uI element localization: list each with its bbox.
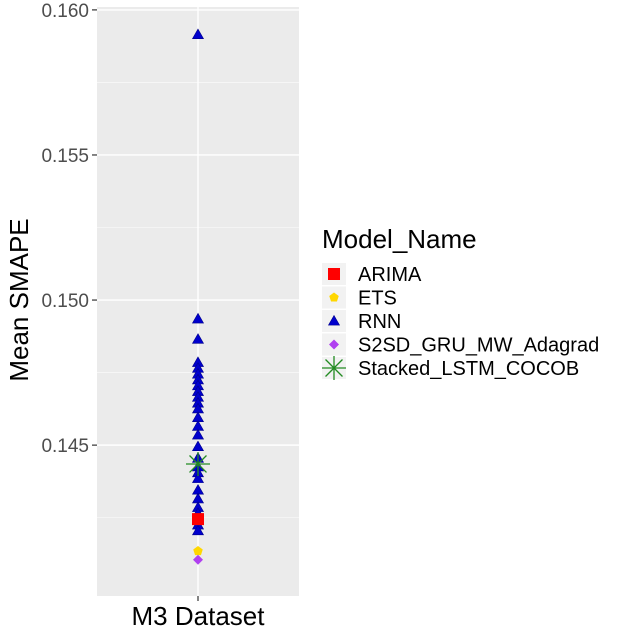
legend-label: ETS (358, 288, 397, 310)
legend-label: ARIMA (358, 264, 422, 286)
legend-label: RNN (358, 311, 401, 333)
legend-symbol-stacked-lstm-cocob (322, 356, 346, 380)
y-axis-title: Mean SMAPE (4, 218, 34, 381)
point-rnn (191, 428, 205, 440)
point-rnn (191, 333, 205, 344)
y-tick-label: 0.150 (41, 291, 89, 312)
point-rnn (191, 440, 205, 451)
y-tick-label: 0.155 (41, 146, 89, 167)
legend-label: Stacked_LSTM_COCOB (358, 358, 579, 380)
y-tick-label: 0.160 (41, 1, 89, 22)
legend: Model_Name ARIMAETSRNNS2SD_GRU_MW_Adagra… (322, 224, 599, 380)
point-rnn (191, 472, 205, 483)
point-ets (193, 546, 203, 556)
y-tick-label: 0.145 (41, 436, 89, 457)
legend-symbol-rnn (327, 314, 341, 326)
point-rnn (191, 28, 205, 39)
x-tick-label: M3 Dataset (132, 601, 266, 631)
legend-symbol-ets (329, 292, 339, 302)
legend-label: S2SD_GRU_MW_Adagrad (358, 335, 599, 357)
legend-symbol-s2sd-gru-mw-adagrad (329, 339, 339, 350)
point-rnn (191, 312, 205, 324)
axes: 0.145 0.150 0.155 0.160 M3 Dataset (41, 1, 265, 631)
legend-title: Model_Name (322, 224, 477, 254)
point-stacked-lstm-cocob (186, 451, 210, 476)
point-arima (192, 513, 204, 526)
legend-symbol-arima (328, 268, 340, 280)
point-s2sd-gru-mw-adagrad (193, 554, 203, 565)
data-points (186, 28, 210, 565)
point-rnn (191, 524, 205, 536)
